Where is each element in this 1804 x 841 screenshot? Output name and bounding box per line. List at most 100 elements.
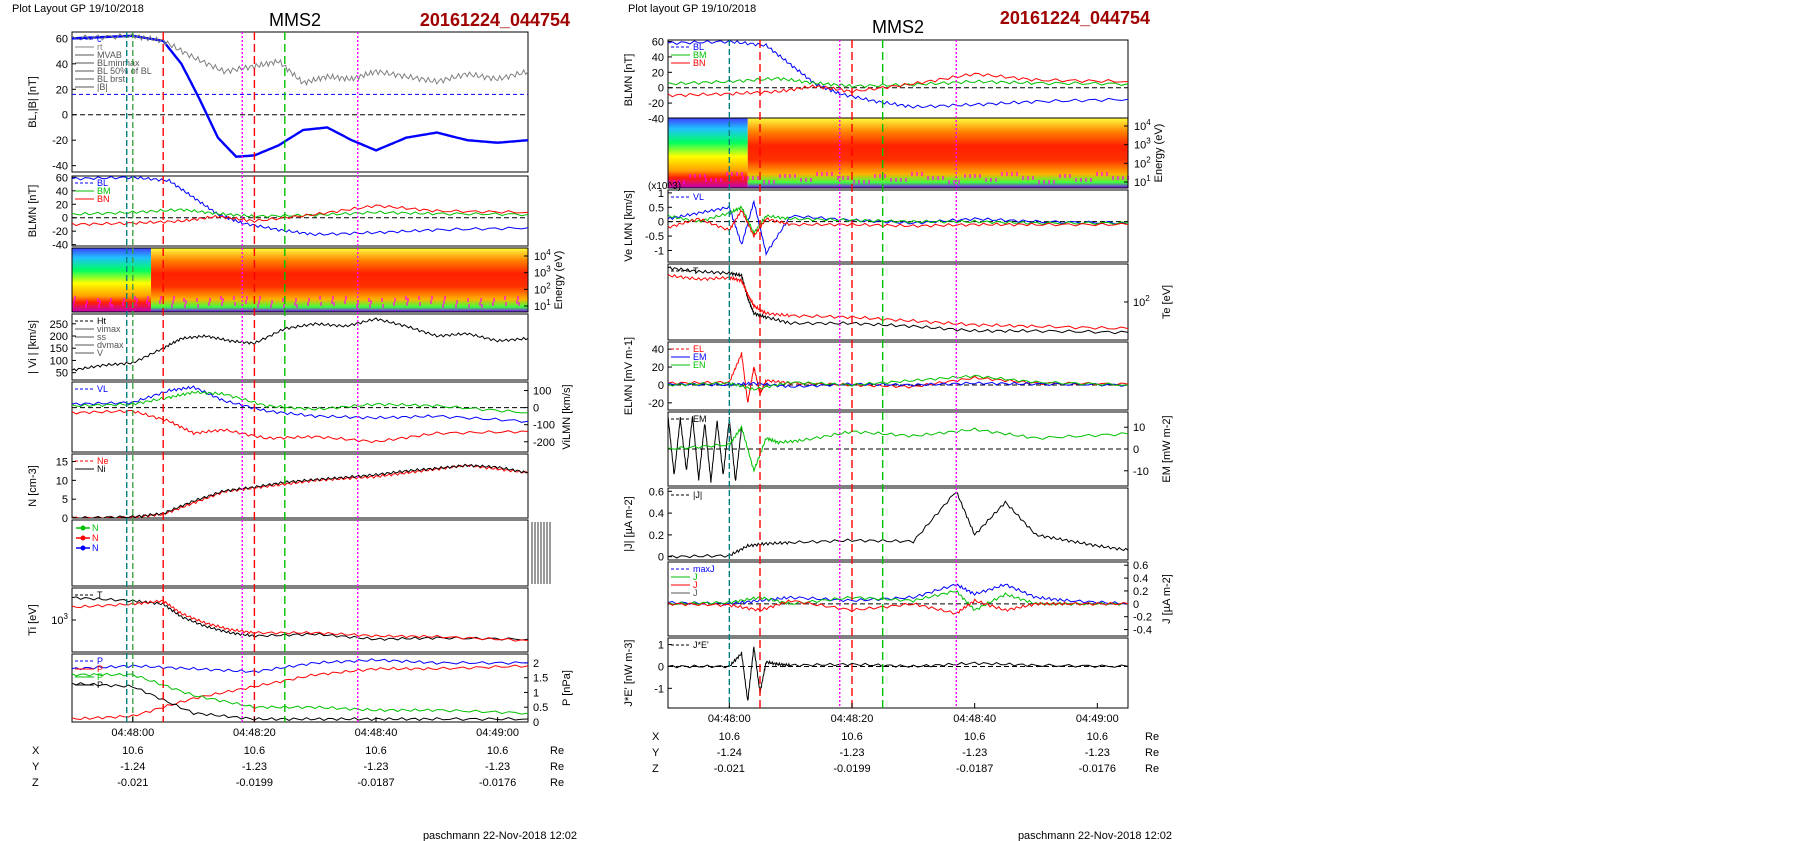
panel-8: 1 0 -1 J*E' J*E' [nW m-3] [623,637,1129,709]
ytick-label: 0 [658,661,664,673]
spectrogram-noise [932,176,934,180]
legend-entry: Ht [97,316,106,326]
ytick-label: 10 [1133,422,1145,434]
panel-6: 0.6 0.4 0.2 0 |J| |J| [µA m-2] [623,486,1129,564]
ephemeris-value: 10.6 [841,731,862,743]
spectrogram-noise [1038,180,1040,184]
legend-entry: N [92,523,99,533]
series-line [72,658,528,674]
xtick-label: 04:49:00 [1076,713,1119,725]
spectrogram-noise [331,300,333,304]
legend-marker [80,535,86,541]
spectrogram-noise [356,304,358,308]
spectrogram-noise [135,302,137,306]
spectrogram-noise [407,298,409,302]
series-line [72,32,528,87]
ephemeris-label: Y [32,761,40,773]
spectrogram-noise [74,296,76,300]
ylabel: Ti [eV] [27,604,39,635]
spectrogram-noise [344,300,346,304]
ephemeris-value: -0.0187 [956,763,993,775]
panel-frame [667,637,1129,709]
spectrogram-noise [197,304,199,308]
legend-entry: N [92,533,99,543]
spectrogram-noise [122,302,124,306]
spectrogram-noise [134,296,136,300]
spectrogram-noise [689,174,691,178]
spectrogram-noise [757,176,759,180]
series-line [72,385,528,423]
ephemeris-label: X [32,745,40,757]
ytick-label: 1 [658,188,664,200]
spectrogram-noise [245,300,247,304]
legend-entry: BN [97,194,110,204]
legend-entry: BM [693,50,707,60]
series-line [668,583,1128,606]
ytick-label: 1 [658,640,664,652]
spectrogram-noise [370,300,372,304]
spectrogram-pre [668,118,748,188]
ytick-label: 250 [50,319,68,331]
panel-5: 10 0 -10 EM EM [mW m-2] [667,411,1173,487]
ephemeris-value: 10.6 [487,745,508,757]
spectrogram-noise [821,172,823,176]
spectrogram-noise [111,304,113,308]
spectrogram-noise [1011,172,1013,176]
panel-4: 100 0 -100 -200 VL ViLMN [km/s] [71,381,573,453]
panel-frame [71,247,529,313]
ephemeris-value: 10.6 [122,745,143,757]
spectrogram-noise [905,178,907,182]
ytick-label: 20 [652,67,664,79]
spectrogram-noise [990,178,992,182]
legend-marker [80,525,86,531]
figure-left: Plot Layout GP 19/10/2018 MMS2 20161224_… [12,3,577,841]
ytick-label: -20 [648,98,664,110]
panel-frame [71,313,529,381]
xtick-label: 04:48:20 [233,727,276,739]
ytick-label: 150 [50,343,68,355]
spectrogram-noise [393,302,395,306]
ephemeris-label: Z [32,777,39,789]
spectrogram-noise [99,300,101,304]
spectrogram-noise [927,176,929,180]
spectrogram-noise [995,178,997,182]
ytick-label: 0 [1133,444,1139,456]
ephemeris-unit: Re [1145,747,1159,759]
spectrogram-noise [1048,180,1050,184]
spectrogram-noise [492,302,494,306]
ytick-label: 0 [658,380,664,392]
spectrogram-noise [504,296,506,300]
spectrogram-noise [505,302,507,306]
ytick-label: 0.4 [1133,573,1148,585]
series-line [668,646,1128,701]
ytick-label: 40 [56,186,68,198]
spectrogram-noise [837,176,839,180]
spacecraft-title: MMS2 [872,17,924,37]
ylabel: Ve LMN [km/s] [623,190,635,262]
ephemeris-value: -0.0176 [1079,763,1116,775]
spectrogram-noise [257,304,259,308]
series-line [668,424,1128,473]
xtick-label: 04:48:00 [111,727,154,739]
spacecraft-title: MMS2 [269,10,321,30]
spectrogram-noise [480,298,482,302]
ephemeris-value: -0.021 [117,777,148,789]
spectrogram-noise [715,178,717,182]
panel-frame [71,175,529,247]
spectrogram-pre [72,248,152,312]
event-id: 20161224_044754 [420,10,570,30]
spectrogram-noise [678,180,680,184]
ytick-label: -20 [52,135,68,147]
ylabel: BLMN [nT] [623,54,635,107]
spectrogram-noise [1069,174,1071,178]
spectrogram-noise [382,304,384,308]
ylabel: Energy (eV) [553,251,565,310]
spectrogram-noise [1112,176,1114,180]
ytick-label: 15 [56,457,68,469]
spectrogram-noise [921,172,923,176]
xtick-label: 04:48:40 [355,727,398,739]
spectrogram-noise [294,302,296,306]
series-line [668,598,1128,615]
series-line [72,409,528,444]
spectrogram-noise [847,176,849,180]
